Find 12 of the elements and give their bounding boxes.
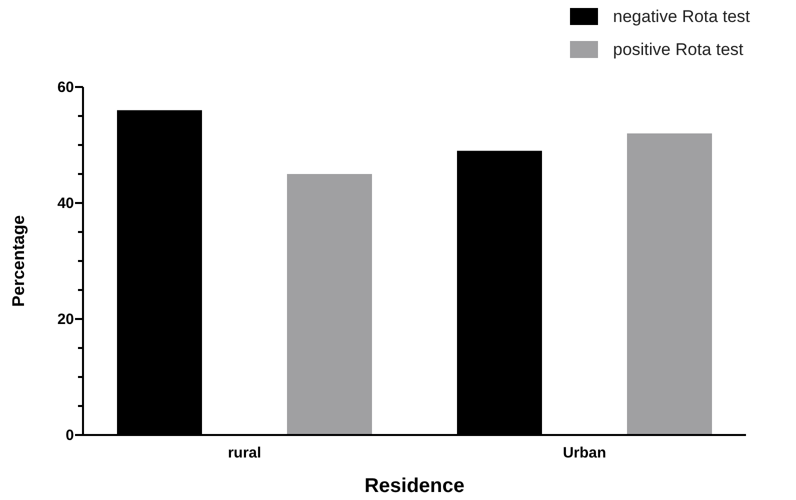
x-tick-label: Urban [562,444,606,462]
x-tick-label: rural [228,444,262,462]
y-tick-label: 20 [57,310,74,328]
bar [287,174,372,435]
y-axis-title: Percentage [9,215,28,307]
y-tick-label: 60 [57,78,74,96]
x-axis-title: Residence [364,475,465,497]
y-tick-label: 40 [57,194,74,212]
bar [627,133,712,435]
legend-label: positive Rota test [613,40,744,59]
legend-label: negative Rota test [613,7,750,26]
y-tick-label: 0 [66,426,74,444]
